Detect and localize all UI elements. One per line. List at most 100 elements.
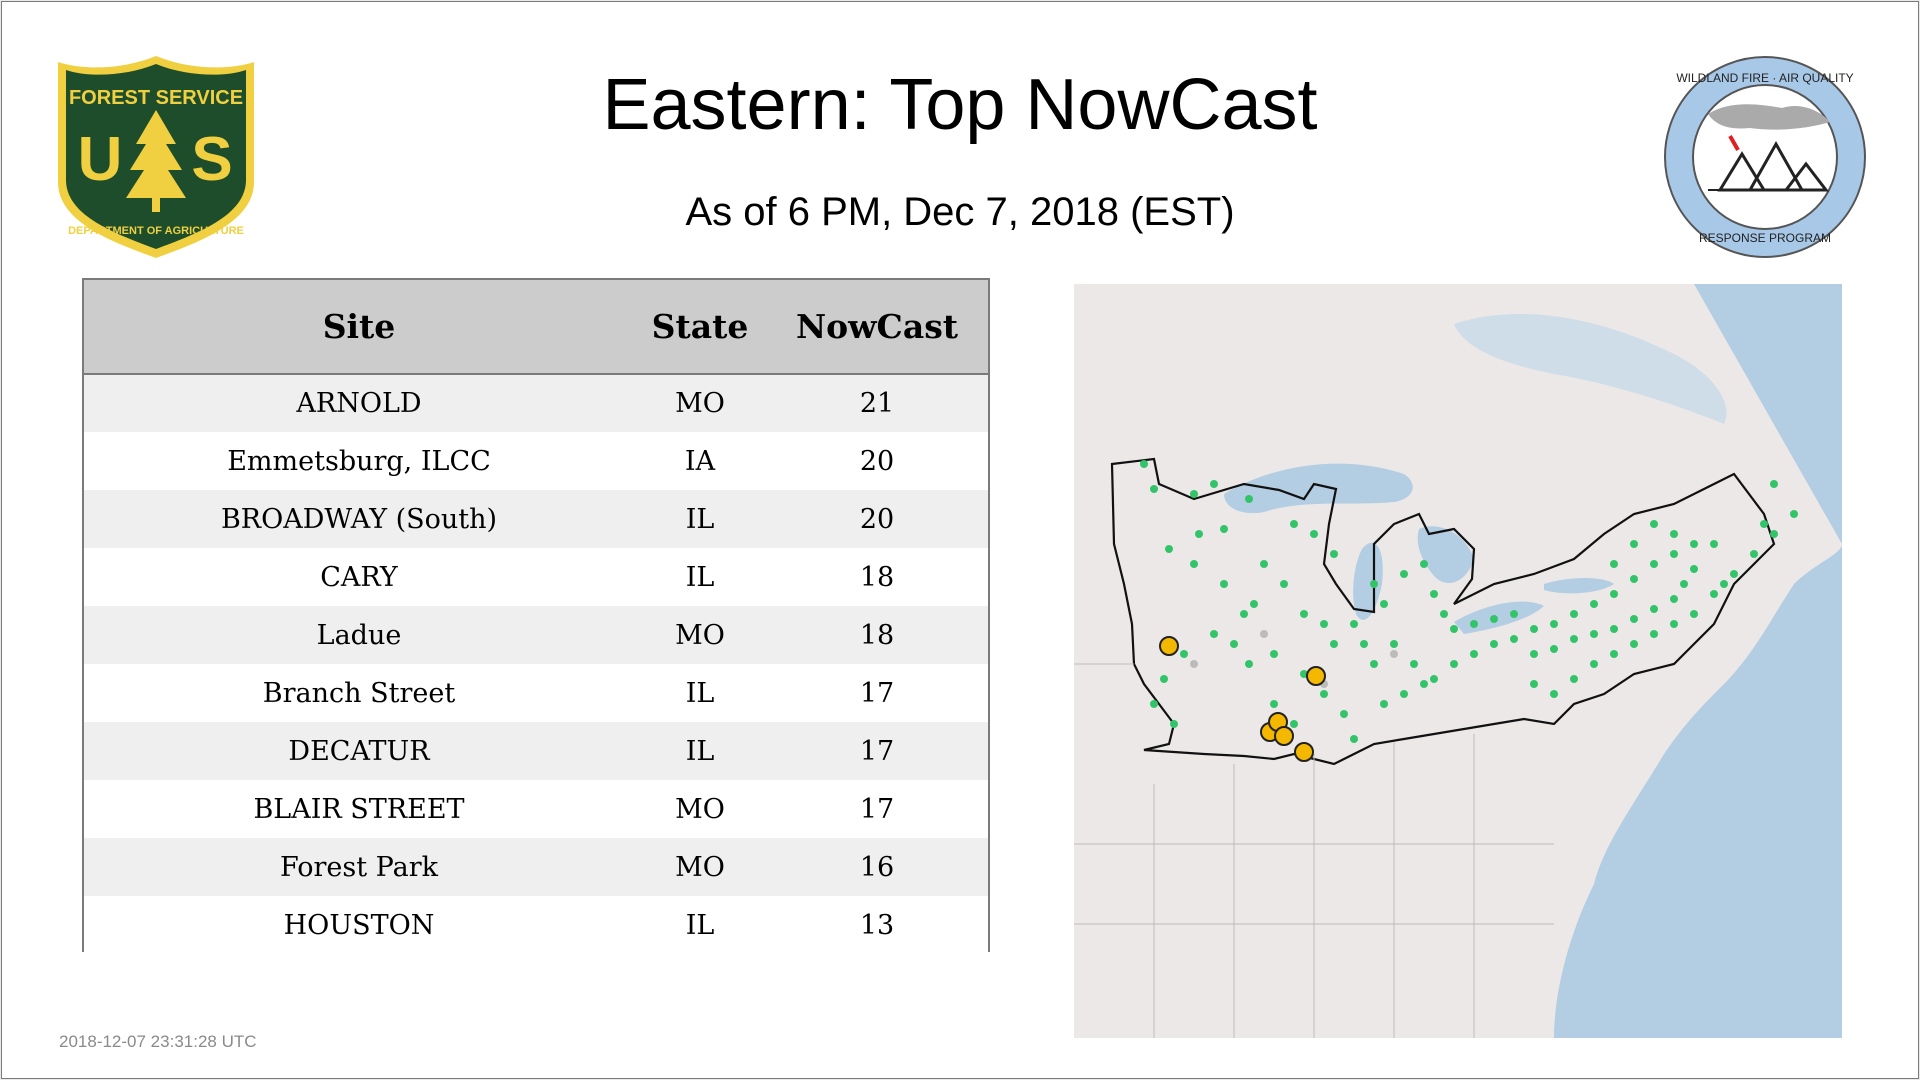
monitor-dot <box>1150 485 1158 493</box>
monitor-dot <box>1350 620 1358 628</box>
table-row: BLAIR STREET MO 17 <box>84 780 988 838</box>
monitor-dot <box>1650 520 1658 528</box>
monitor-dot <box>1720 580 1728 588</box>
monitor-dot <box>1670 530 1678 538</box>
monitor-dot <box>1310 530 1318 538</box>
monitor-dot <box>1650 630 1658 638</box>
monitor-dot <box>1470 620 1478 628</box>
monitor-dot <box>1530 650 1538 658</box>
monitor-dot <box>1450 625 1458 633</box>
column-header-site[interactable]: Site <box>322 307 396 346</box>
monitor-dot <box>1370 660 1378 668</box>
svg-text:S: S <box>191 125 232 194</box>
monitor-dot <box>1420 560 1428 568</box>
monitor-dot <box>1610 625 1618 633</box>
monitor-dot <box>1510 610 1518 618</box>
monitor-dot <box>1710 590 1718 598</box>
nowcast-table: Site State NowCast ARNOLD MO 21 Emmetsburg… <box>82 278 990 954</box>
monitor-dot <box>1530 625 1538 633</box>
top-site-marker <box>1159 636 1179 656</box>
lake-michigan <box>1353 542 1383 620</box>
monitor-dot <box>1350 735 1358 743</box>
top-site-marker <box>1294 742 1314 762</box>
state-cell: MO <box>675 388 725 419</box>
monitor-dot <box>1430 590 1438 598</box>
site-cell: Forest Park <box>279 851 438 883</box>
monitor-dots <box>1140 460 1798 762</box>
state-cell: MO <box>675 851 725 883</box>
monitor-dot <box>1330 550 1338 558</box>
site-cell: Branch Street <box>262 677 456 709</box>
nowcast-cell: 21 <box>859 388 895 419</box>
monitor-dot <box>1160 675 1168 683</box>
monitor-dot <box>1260 560 1268 568</box>
monitor-dot <box>1490 615 1498 623</box>
state-cell: IL <box>685 909 715 941</box>
monitor-dot <box>1320 690 1328 698</box>
monitor-dot <box>1450 660 1458 668</box>
monitor-dot <box>1570 675 1578 683</box>
table-row: BROADWAY (South) IL 20 <box>84 490 988 548</box>
table-row: CARY IL 18 <box>84 548 988 606</box>
monitor-dot <box>1210 480 1218 488</box>
monitor-dot <box>1690 565 1698 573</box>
lake-huron <box>1417 526 1474 583</box>
monitor-dot <box>1250 600 1258 608</box>
nowcast-cell: 17 <box>859 793 895 825</box>
monitor-dot <box>1760 520 1768 528</box>
monitor-dot <box>1410 660 1418 668</box>
monitor-dot <box>1190 560 1198 568</box>
monitor-dot <box>1670 550 1678 558</box>
table-row: DECATUR IL 17 <box>84 722 988 780</box>
map-ocean <box>1554 284 1842 1038</box>
nowcast-cell: 13 <box>859 909 895 941</box>
site-cell: CARY <box>320 561 398 593</box>
column-header-state[interactable]: State <box>651 307 749 346</box>
monitor-dot <box>1270 700 1278 708</box>
monitor-dot <box>1180 650 1188 658</box>
nowcast-cell: 16 <box>859 851 895 883</box>
monitor-dot <box>1730 570 1738 578</box>
monitor-dot <box>1670 595 1678 603</box>
generated-timestamp: 2018-12-07 23:31:28 UTC <box>59 1032 257 1051</box>
monitor-dot <box>1190 660 1198 668</box>
monitor-dot <box>1400 570 1408 578</box>
state-cell: MO <box>675 619 725 651</box>
monitor-dot <box>1220 525 1228 533</box>
column-header-nowcast[interactable]: NowCast <box>795 307 959 346</box>
monitor-dot <box>1380 600 1388 608</box>
monitor-dot <box>1750 550 1758 558</box>
site-cell: ARNOLD <box>296 388 422 419</box>
monitor-dot <box>1670 620 1678 628</box>
table-row: Emmetsburg, ILCC IA 20 <box>84 432 988 490</box>
table-row: Forest Park MO 16 <box>84 838 988 896</box>
nowcast-cell: 18 <box>859 561 895 593</box>
monitor-dot <box>1550 620 1558 628</box>
monitor-dot <box>1150 700 1158 708</box>
monitor-dot <box>1470 650 1478 658</box>
monitor-dot <box>1420 680 1428 688</box>
monitor-dot <box>1630 640 1638 648</box>
monitor-dot <box>1360 640 1368 648</box>
svg-text:U: U <box>78 125 123 194</box>
state-borders <box>1074 663 1554 1038</box>
monitor-dot <box>1390 650 1398 658</box>
monitor-dot <box>1270 650 1278 658</box>
state-cell: IL <box>685 735 715 767</box>
table-header-row: Site State NowCast <box>84 280 988 374</box>
monitor-dot <box>1245 660 1253 668</box>
top-site-marker <box>1274 726 1294 746</box>
nowcast-cell: 17 <box>859 677 895 709</box>
monitor-dot <box>1210 630 1218 638</box>
monitor-dot <box>1770 530 1778 538</box>
svg-text:RESPONSE PROGRAM: RESPONSE PROGRAM <box>1699 231 1831 245</box>
site-cell: BROADWAY (South) <box>220 503 498 535</box>
monitor-dot <box>1610 650 1618 658</box>
state-cell: MO <box>675 793 725 825</box>
monitor-dot <box>1530 680 1538 688</box>
forest-service-logo: FOREST SERVICE U S DEPARTMENT OF AGRICUL… <box>58 56 254 258</box>
eastern-region-border <box>1110 457 1776 766</box>
monitor-dot <box>1710 540 1718 548</box>
page-title: Eastern: Top NowCast <box>602 65 1318 145</box>
nowcast-cell: 18 <box>859 619 895 651</box>
